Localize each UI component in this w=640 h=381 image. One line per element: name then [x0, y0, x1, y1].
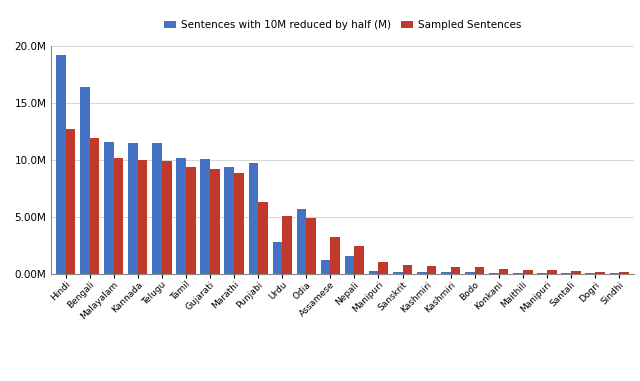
Bar [282, 216, 292, 274]
Bar [138, 160, 147, 274]
Bar [403, 265, 412, 274]
Bar [248, 163, 258, 274]
Bar [90, 138, 99, 274]
Bar [378, 262, 388, 274]
Bar [177, 158, 186, 274]
Bar [571, 271, 580, 274]
Bar [321, 260, 330, 274]
Bar [152, 143, 162, 274]
Bar [330, 237, 340, 274]
Legend: Sentences with 10M reduced by half (M), Sampled Sentences: Sentences with 10M reduced by half (M), … [159, 16, 525, 34]
Bar [114, 158, 124, 274]
Bar [225, 167, 234, 274]
Bar [475, 267, 484, 274]
Bar [441, 272, 451, 274]
Bar [258, 202, 268, 274]
Bar [561, 273, 571, 274]
Bar [489, 273, 499, 274]
Bar [393, 272, 403, 274]
Bar [513, 273, 523, 274]
Bar [369, 271, 378, 274]
Bar [547, 270, 557, 274]
Bar [128, 143, 138, 274]
Bar [186, 168, 196, 274]
Bar [66, 128, 76, 274]
Bar [355, 246, 364, 274]
Bar [417, 272, 427, 274]
Bar [345, 256, 355, 274]
Bar [307, 218, 316, 274]
Bar [200, 159, 210, 274]
Bar [586, 273, 595, 274]
Bar [538, 273, 547, 274]
Bar [273, 242, 282, 274]
Bar [162, 161, 172, 274]
Bar [465, 272, 475, 274]
Bar [210, 169, 220, 274]
Bar [427, 266, 436, 274]
Bar [234, 173, 244, 274]
Bar [80, 87, 90, 274]
Bar [523, 269, 532, 274]
Bar [619, 272, 628, 274]
Bar [56, 55, 66, 274]
Bar [499, 269, 508, 274]
Bar [595, 272, 605, 274]
Bar [104, 142, 114, 274]
Bar [451, 267, 460, 274]
Bar [297, 209, 307, 274]
